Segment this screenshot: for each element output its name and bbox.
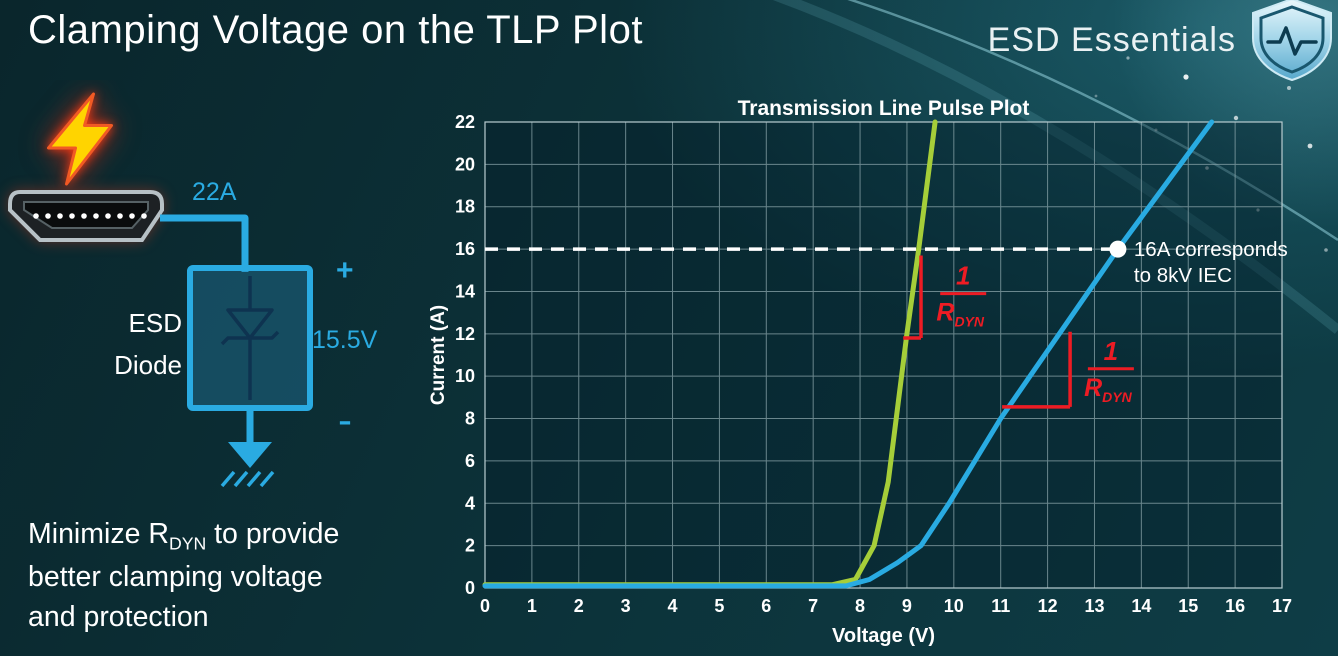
svg-text:0: 0 <box>480 596 490 616</box>
iec-point-marker <box>1109 240 1127 258</box>
svg-text:7: 7 <box>808 596 818 616</box>
tlp-chart: 0 1 2 3 4 5 6 7 8 9 10 11 12 13 14 15 16 1702468101214161… <box>428 97 1292 647</box>
shield-inner-border <box>1259 5 1325 74</box>
footer-line1-post: to provide <box>206 518 340 550</box>
svg-text:RDYN: RDYN <box>1084 374 1133 405</box>
footer-line2: better clamping voltage <box>28 560 323 593</box>
brand-name: ESD Essentials <box>987 20 1236 59</box>
iec-label-line2: to 8kV IEC <box>1134 264 1232 287</box>
svg-text:6: 6 <box>761 596 771 616</box>
svg-text:10: 10 <box>944 596 964 616</box>
clamp-voltage-label: 15.5V <box>312 326 378 354</box>
svg-text:1: 1 <box>527 596 537 616</box>
svg-text:20: 20 <box>455 154 475 174</box>
hdmi-pins <box>33 213 147 219</box>
svg-text:14: 14 <box>455 281 475 301</box>
iec-label-line1: 16A corresponds <box>1134 238 1288 261</box>
current-label: 22A <box>192 178 237 206</box>
svg-text:11: 11 <box>991 596 1010 616</box>
polarity-plus-label: + <box>336 254 354 287</box>
svg-text:1: 1 <box>1104 336 1118 366</box>
svg-text:18: 18 <box>455 197 475 217</box>
svg-text:2: 2 <box>465 536 475 556</box>
footer-line1-pre: Minimize R <box>28 518 169 550</box>
plot-frame <box>484 121 1283 589</box>
svg-text:15: 15 <box>1178 596 1198 616</box>
series-high-rdyn-device <box>482 119 1215 589</box>
zener-diode-symbol <box>220 276 280 400</box>
supply-wire <box>160 214 249 272</box>
svg-text:8: 8 <box>855 596 865 616</box>
device-label-line1: ESD <box>129 308 182 338</box>
svg-text:3: 3 <box>621 596 631 616</box>
brand: ESD Essentials <box>988 0 1338 82</box>
svg-text:9: 9 <box>902 596 912 616</box>
svg-text:16: 16 <box>1225 596 1245 616</box>
rdyn-slope-marker-2 <box>1002 331 1072 409</box>
svg-text:10: 10 <box>455 366 475 386</box>
x-axis-label: Voltage (V) <box>832 625 935 647</box>
svg-text:14: 14 <box>1131 596 1151 616</box>
rdyn-slope-marker-1 <box>903 255 923 340</box>
tick-labels: 0 1 2 3 4 5 6 7 8 9 10 11 12 13 14 15 16 1702468101214161… <box>455 112 1292 616</box>
polarity-minus-label: - <box>338 396 352 443</box>
shield-pulse-icon <box>1252 0 1332 82</box>
svg-text:13: 13 <box>1084 596 1104 616</box>
pulse-line-icon <box>1266 26 1318 56</box>
svg-text:22: 22 <box>455 112 475 132</box>
rdyn-fraction-2: 1 RDYN <box>1084 336 1134 405</box>
svg-text:4: 4 <box>465 493 475 513</box>
device-label-line2: Diode <box>114 350 182 380</box>
hdmi-connector-icon <box>8 190 164 242</box>
chart-title: Transmission Line Pulse Plot <box>738 97 1030 120</box>
svg-text:0: 0 <box>465 578 475 598</box>
svg-text:17: 17 <box>1272 596 1292 616</box>
svg-text:6: 6 <box>465 451 475 471</box>
footer-line1: Minimize RDYN to provide <box>28 514 339 557</box>
y-axis-label: Current (A) <box>428 305 449 405</box>
esd-strike-diagram: 22A ESD Diode + 15.5V - <box>8 92 378 488</box>
svg-text:5: 5 <box>714 596 724 616</box>
lightning-bolt-icon <box>47 92 113 186</box>
footer-note: Minimize RDYN to provide better clamping… <box>28 514 339 638</box>
page-title: Clamping Voltage on the TLP Plot <box>28 8 643 52</box>
svg-text:4: 4 <box>668 596 678 616</box>
ground-symbol-icon <box>220 408 275 488</box>
svg-text:8: 8 <box>465 409 475 429</box>
footer-line3: and protection <box>28 601 209 634</box>
footer-rdyn-subscript: DYN <box>168 533 207 554</box>
svg-text:2: 2 <box>574 596 584 616</box>
svg-text:12: 12 <box>1038 596 1058 616</box>
svg-text:1: 1 <box>956 261 970 291</box>
svg-text:12: 12 <box>455 324 475 344</box>
svg-text:16: 16 <box>455 239 475 259</box>
